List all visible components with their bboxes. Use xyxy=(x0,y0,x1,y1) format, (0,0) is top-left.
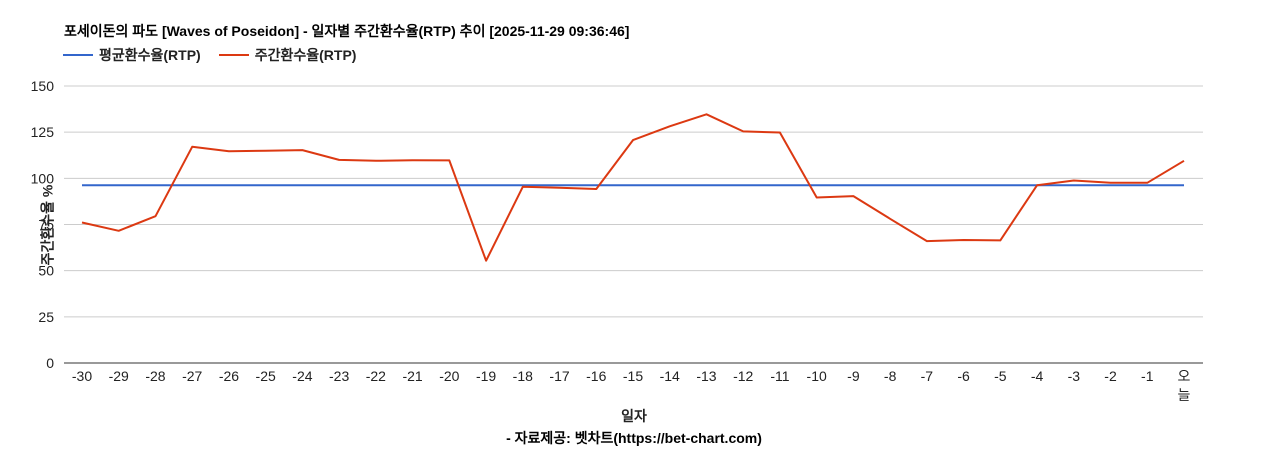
chart-title: 포세이돈의 파도 [Waves of Poseidon] - 일자별 주간환수율… xyxy=(64,23,630,39)
legend-label-weekly: 주간환수율(RTP) xyxy=(254,47,357,63)
y-tick-label: 50 xyxy=(38,263,54,279)
x-tick-label: -30 xyxy=(72,368,92,384)
x-tick-label: 늘 xyxy=(1178,387,1191,403)
x-tick-label: -22 xyxy=(366,368,386,384)
y-axis-ticks: 0 25 50 75 100 125 150 xyxy=(31,78,55,371)
data-credit: - 자료제공: 벳차트(https://bet-chart.com) xyxy=(506,430,762,446)
x-tick-label: -12 xyxy=(733,368,753,384)
legend-swatch-average-icon xyxy=(63,54,93,56)
chart-legend: 평균환수율(RTP) 주간환수율(RTP) xyxy=(63,46,374,64)
x-tick-label: -7 xyxy=(921,368,934,384)
x-tick-label: -13 xyxy=(696,368,716,384)
y-tick-label: 150 xyxy=(31,78,55,94)
legend-item-weekly[interactable]: 주간환수율(RTP) xyxy=(218,45,357,65)
x-tick-label: -20 xyxy=(439,368,459,384)
x-tick-label: -24 xyxy=(292,368,312,384)
y-tick-label: 125 xyxy=(31,124,55,140)
x-tick-label: -28 xyxy=(145,368,165,384)
x-axis-ticks: -30 -29 -28 -27 -26 -25 -24 -23 -22 -21 -20 -19 -18-… xyxy=(72,368,1191,403)
x-tick-label: -6 xyxy=(957,368,970,384)
y-tick-label: 25 xyxy=(38,309,54,325)
x-tick-label: -26 xyxy=(219,368,239,384)
x-tick-label: -27 xyxy=(182,368,202,384)
y-tick-label: 100 xyxy=(31,170,55,186)
legend-item-average[interactable]: 평균환수율(RTP) xyxy=(63,45,201,65)
x-tick-label: -4 xyxy=(1031,368,1044,384)
gridlines xyxy=(64,85,1203,364)
x-tick-label: -16 xyxy=(586,368,606,384)
x-tick-label: -9 xyxy=(847,368,860,384)
legend-label-average: 평균환수율(RTP) xyxy=(99,47,201,63)
x-tick-label: 오 xyxy=(1178,368,1191,384)
x-tick-label: -8 xyxy=(884,368,897,384)
x-tick-label: -5 xyxy=(994,368,1007,384)
legend-swatch-weekly-icon xyxy=(218,54,249,56)
x-tick-label: -1 xyxy=(1141,368,1154,384)
x-tick-label: -23 xyxy=(329,368,349,384)
x-tick-label: -14 xyxy=(660,368,680,384)
x-tick-label: -17 xyxy=(549,368,569,384)
x-tick-label: -10 xyxy=(807,368,827,384)
x-tick-label: -21 xyxy=(402,368,422,384)
x-tick-label: -25 xyxy=(256,368,276,384)
x-tick-label: -2 xyxy=(1104,368,1117,384)
x-tick-label: -15 xyxy=(623,368,643,384)
x-tick-label: -18 xyxy=(513,368,533,384)
series-lines xyxy=(81,113,1185,262)
y-axis-label: 주간환수율 % xyxy=(39,184,56,266)
y-tick-label: 0 xyxy=(46,355,54,371)
x-tick-label: -11 xyxy=(770,368,789,384)
y-tick-label: 75 xyxy=(38,217,54,233)
x-axis-label: 일자 xyxy=(621,408,647,424)
series-line-weekly[interactable] xyxy=(81,113,1185,262)
x-tick-label: -19 xyxy=(476,368,496,384)
x-tick-label: -3 xyxy=(1068,368,1081,384)
x-tick-label: -29 xyxy=(109,368,129,384)
